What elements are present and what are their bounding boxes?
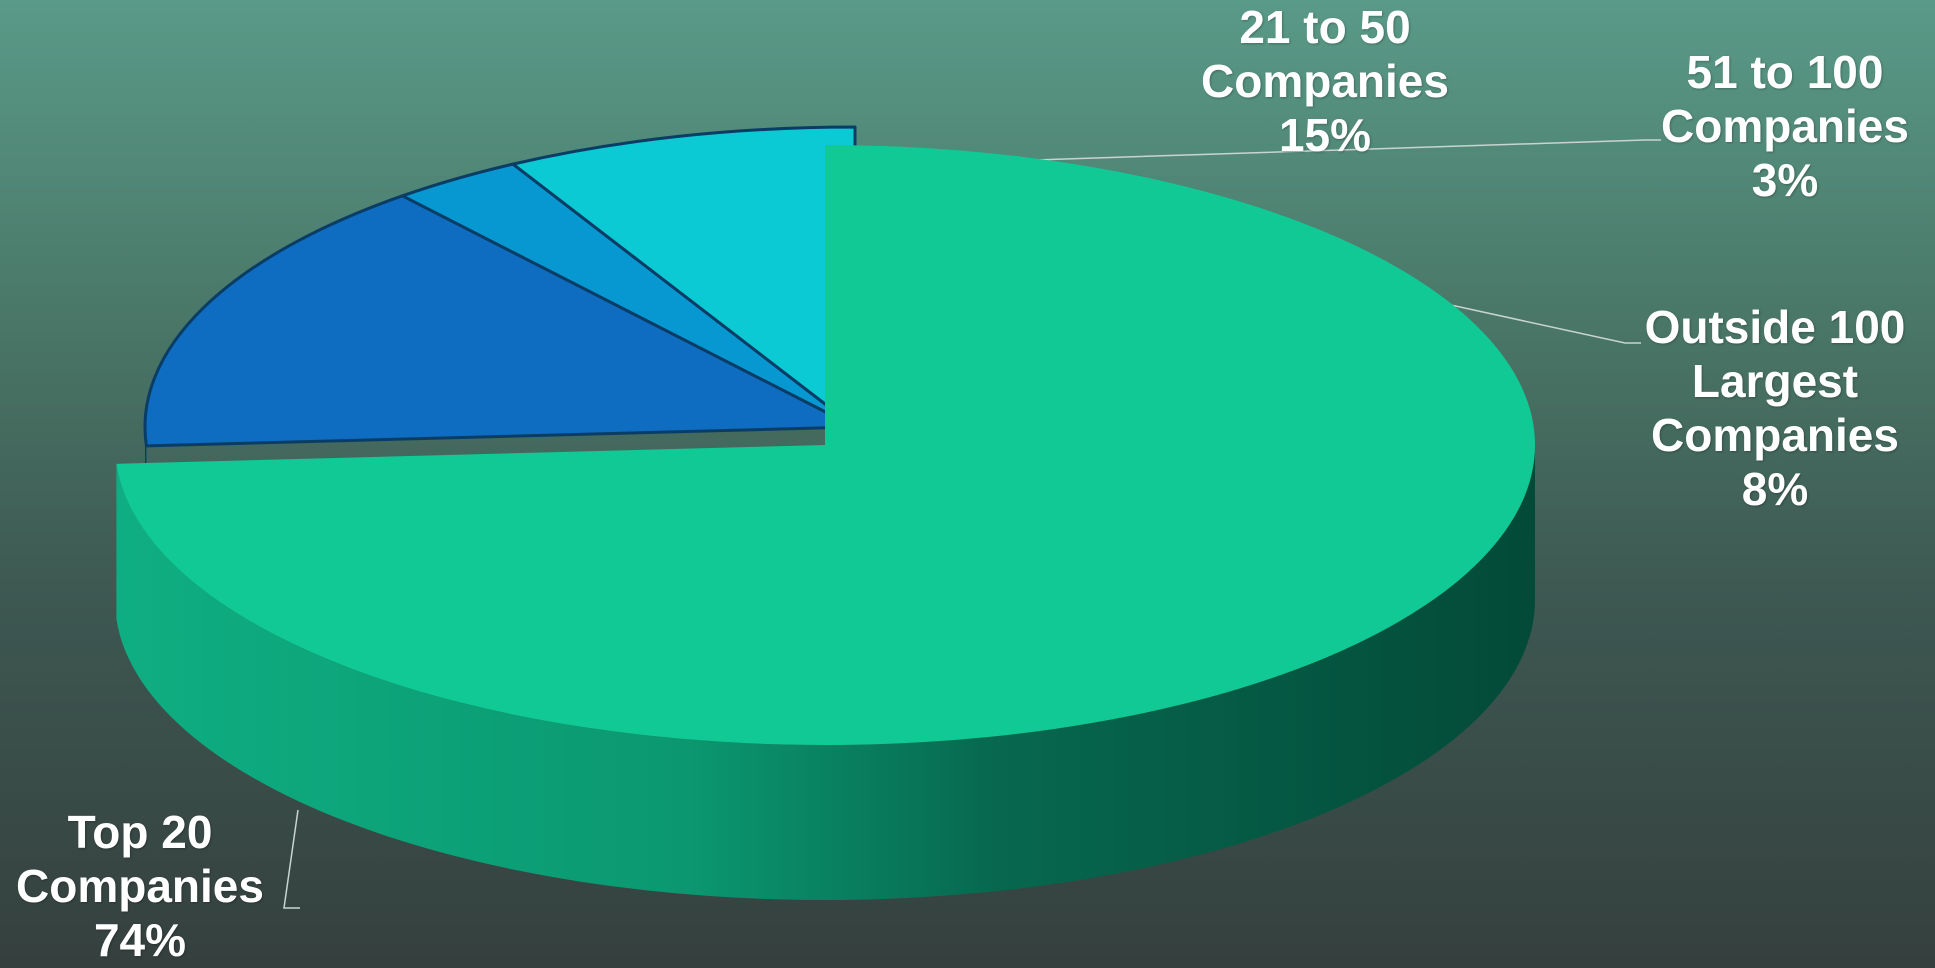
slice-percent-label: 15% <box>1278 109 1372 161</box>
slice-percent-label: 8% <box>1741 463 1809 515</box>
slice-label-top-20: Top 20 Companies 74% <box>10 805 270 967</box>
slice-label-line: 21 to 50 <box>1239 1 1411 53</box>
slice-label-51-to-100: 51 to 100 Companies 3% <box>1640 45 1930 207</box>
pie-slice-top-20 <box>116 145 1535 746</box>
slice-label-line: Companies <box>1651 409 1899 461</box>
pie-tops <box>116 125 1535 746</box>
pie-slice-21to-50 <box>143 194 857 448</box>
pie-slice-outside-100 <box>511 125 857 429</box>
leader-line-top-20 <box>283 809 300 909</box>
slice-label-line: Companies <box>1661 100 1909 152</box>
slice-percent-label: 74% <box>93 914 187 966</box>
slice-label-line: 51 to 100 <box>1686 46 1884 98</box>
pie-side-top-20 <box>116 445 1536 900</box>
slice-label-line: Companies <box>1201 55 1449 107</box>
slice-label-line: Outside 100 <box>1644 301 1906 353</box>
slice-label-outside-100: Outside 100 Largest Companies 8% <box>1625 300 1925 516</box>
slice-label-line: Companies <box>16 860 264 912</box>
slice-label-line: Largest <box>1691 355 1859 407</box>
slice-percent-label: 3% <box>1751 154 1819 206</box>
slice-label-21-to-50: 21 to 50 Companies 15% <box>1180 0 1470 162</box>
slice-label-line: Top 20 <box>67 806 213 858</box>
